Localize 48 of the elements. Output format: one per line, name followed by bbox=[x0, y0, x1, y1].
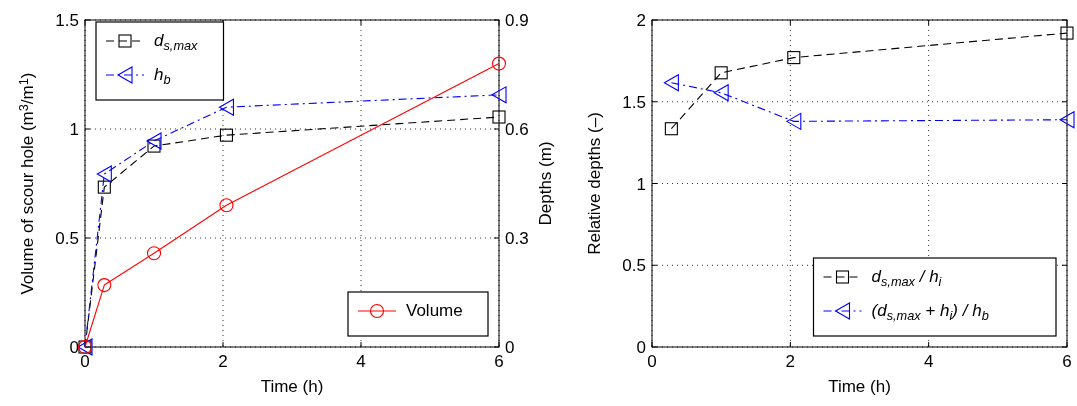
point bbox=[97, 180, 111, 194]
y-tick-label: 1.5 bbox=[55, 11, 79, 30]
y2-tick-label: 0.9 bbox=[505, 11, 529, 30]
point bbox=[1060, 26, 1074, 40]
point bbox=[664, 122, 678, 136]
point bbox=[786, 112, 802, 130]
y2-tick-label: 0.3 bbox=[505, 229, 529, 248]
y-tick-label: 2 bbox=[636, 11, 646, 30]
point bbox=[219, 198, 234, 213]
y-tick-label: 1 bbox=[69, 120, 79, 139]
x-tick-label: 4 bbox=[356, 352, 366, 371]
point bbox=[147, 139, 161, 153]
x-axis-title: Time (h) bbox=[260, 377, 324, 396]
y-tick-label: 0 bbox=[69, 338, 79, 357]
y-axis-title: Relative depths (–) bbox=[585, 112, 604, 255]
point bbox=[218, 98, 234, 116]
point bbox=[97, 278, 112, 293]
point bbox=[219, 128, 233, 142]
point bbox=[491, 86, 507, 104]
point bbox=[787, 51, 801, 65]
y2-tick-label: 0.6 bbox=[505, 120, 529, 139]
legend-label: (d$_{s,max}$ + h$_{i}$) / h$_{b}$ bbox=[871, 301, 989, 323]
legend-label: Volume bbox=[406, 301, 463, 320]
point bbox=[492, 110, 506, 124]
point bbox=[663, 74, 679, 92]
x-axis-title: Time (h) bbox=[828, 377, 891, 396]
point bbox=[713, 84, 729, 102]
y-tick-label: 0 bbox=[636, 338, 646, 357]
point bbox=[491, 56, 507, 71]
point bbox=[1059, 111, 1075, 129]
x-tick-label: 2 bbox=[785, 352, 796, 371]
y-tick-label: 0.5 bbox=[622, 256, 646, 276]
legend-label: d$_{s,max}$ bbox=[154, 31, 199, 53]
x-tick-label: 6 bbox=[494, 352, 504, 371]
y2-tick-label: 0 bbox=[505, 338, 515, 357]
point bbox=[146, 246, 162, 261]
y2-axis-title: Depths (m) bbox=[536, 141, 555, 226]
y-tick-label: 0.5 bbox=[55, 229, 79, 248]
y-tick-label: 1 bbox=[636, 174, 646, 194]
point bbox=[714, 66, 728, 80]
y-tick-label: 1.5 bbox=[622, 92, 646, 112]
x-tick-label: 6 bbox=[1062, 352, 1072, 371]
point bbox=[96, 165, 112, 183]
x-tick-label: 2 bbox=[218, 352, 228, 371]
legend-label: d$_{s,max}$ / h$_{i}$ bbox=[871, 267, 943, 289]
x-tick-label: 4 bbox=[923, 352, 934, 371]
legend-label: h$_{b}$ bbox=[154, 65, 171, 87]
point bbox=[146, 132, 162, 150]
